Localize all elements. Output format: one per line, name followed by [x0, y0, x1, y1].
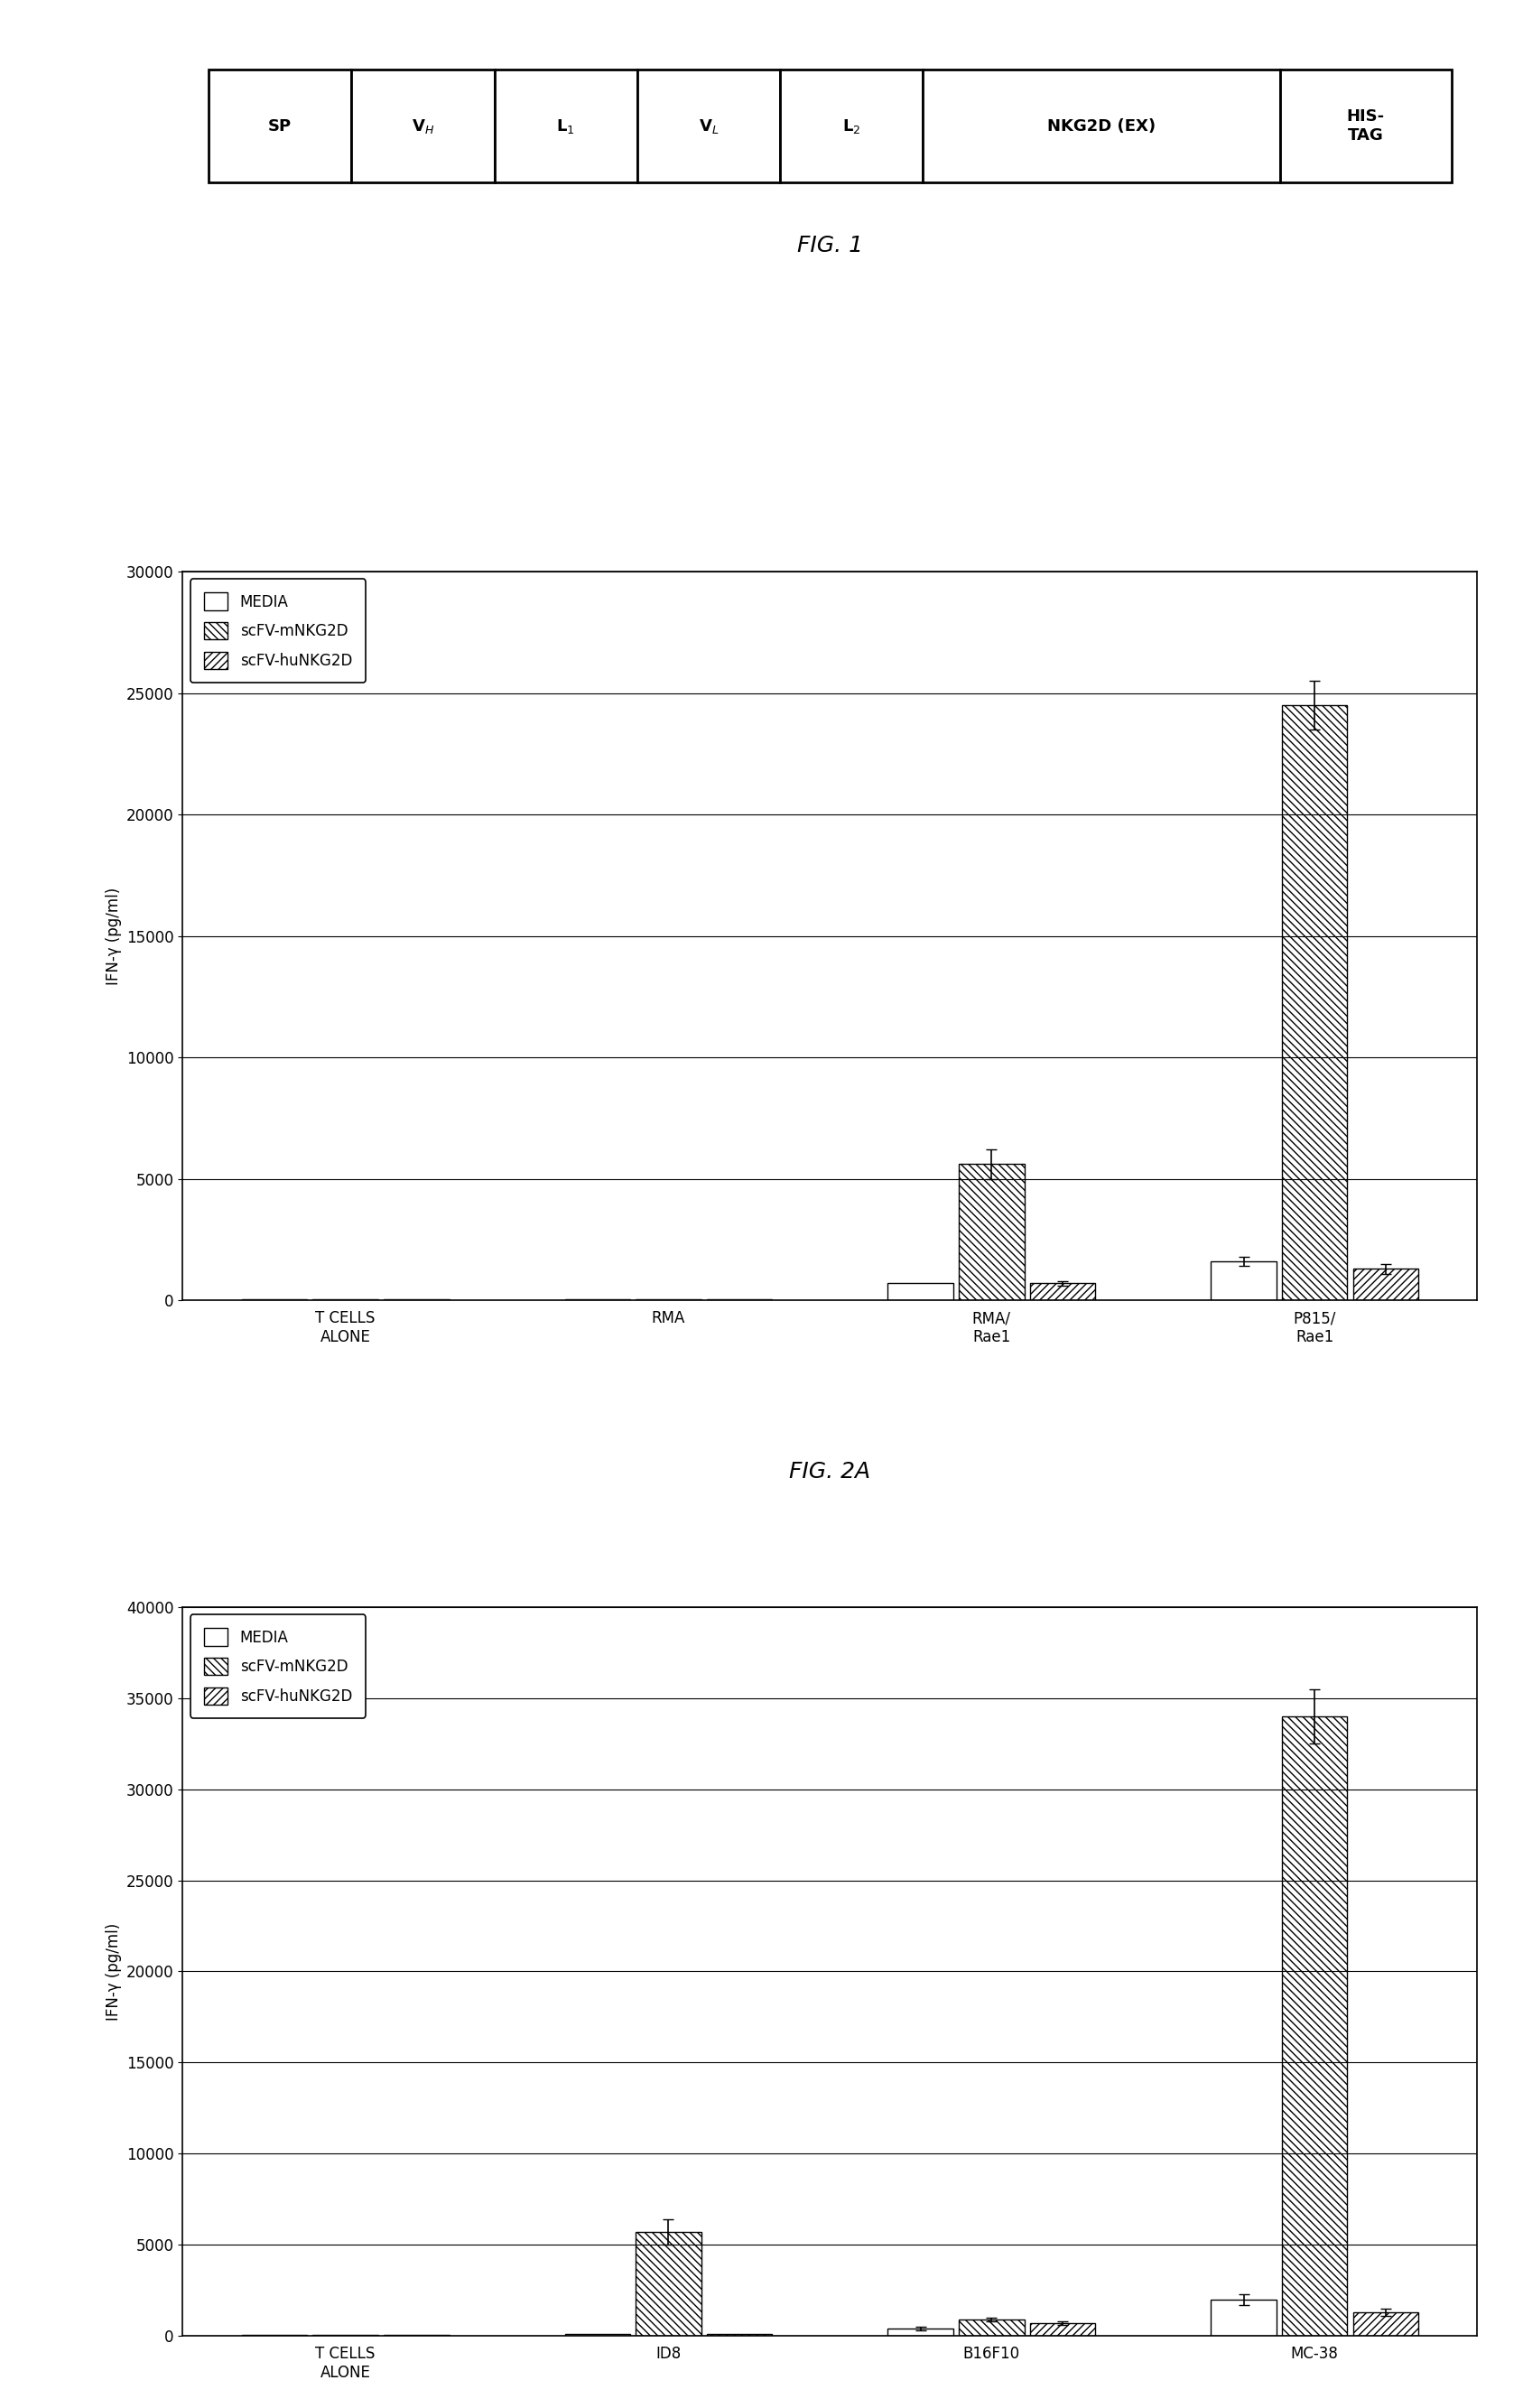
Bar: [1282, 1717, 1348, 2336]
Text: SP: SP: [268, 118, 292, 135]
Bar: [888, 2329, 953, 2336]
Text: L$_2$: L$_2$: [842, 118, 860, 135]
Bar: [1282, 706, 1348, 1300]
Text: L$_1$: L$_1$: [556, 118, 576, 135]
Bar: [959, 1163, 1025, 1300]
Text: HIS-
TAG: HIS- TAG: [1346, 108, 1384, 144]
Text: FIG. 1: FIG. 1: [797, 234, 864, 255]
Bar: [1030, 2324, 1095, 2336]
Text: FIG. 2A: FIG. 2A: [789, 1462, 871, 1483]
Y-axis label: IFN-γ (pg/ml): IFN-γ (pg/ml): [105, 886, 122, 985]
Bar: [635, 2232, 701, 2336]
FancyBboxPatch shape: [923, 70, 1279, 183]
Bar: [1352, 2312, 1418, 2336]
Text: V$_L$: V$_L$: [699, 118, 719, 135]
FancyBboxPatch shape: [352, 70, 495, 183]
Bar: [1211, 2300, 1276, 2336]
Y-axis label: IFN-γ (pg/ml): IFN-γ (pg/ml): [105, 1922, 122, 2020]
Bar: [959, 2319, 1025, 2336]
FancyBboxPatch shape: [1279, 70, 1451, 183]
Bar: [888, 1283, 953, 1300]
FancyBboxPatch shape: [495, 70, 637, 183]
FancyBboxPatch shape: [209, 70, 352, 183]
Text: V$_H$: V$_H$: [411, 118, 434, 135]
Legend: MEDIA, scFV-mNKG2D, scFV-huNKG2D: MEDIA, scFV-mNKG2D, scFV-huNKG2D: [190, 580, 366, 681]
Text: NKG2D (EX): NKG2D (EX): [1048, 118, 1156, 135]
FancyBboxPatch shape: [780, 70, 923, 183]
Bar: [1030, 1283, 1095, 1300]
FancyBboxPatch shape: [637, 70, 780, 183]
Bar: [1211, 1262, 1276, 1300]
Bar: [1352, 1269, 1418, 1300]
Legend: MEDIA, scFV-mNKG2D, scFV-huNKG2D: MEDIA, scFV-mNKG2D, scFV-huNKG2D: [190, 1616, 366, 1717]
